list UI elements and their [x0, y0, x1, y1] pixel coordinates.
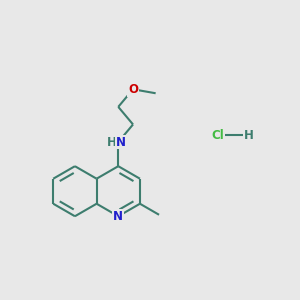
- Text: H: H: [107, 136, 117, 148]
- Text: N: N: [113, 210, 123, 223]
- Text: Cl: Cl: [211, 129, 224, 142]
- Text: N: N: [116, 136, 126, 148]
- Text: H: H: [244, 129, 254, 142]
- Text: O: O: [128, 83, 138, 96]
